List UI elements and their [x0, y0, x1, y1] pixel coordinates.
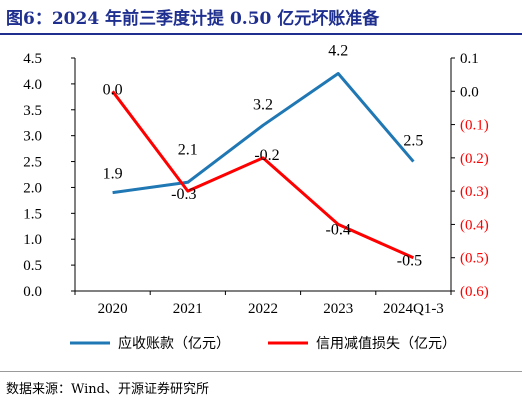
impairment-data-label: -0.4 [326, 221, 351, 238]
left-tick-label: 0.5 [23, 258, 42, 274]
left-tick-label: 3.0 [23, 129, 42, 145]
left-tick-label: 1.0 [23, 232, 42, 248]
left-tick-label: 4.0 [23, 77, 42, 93]
x-tick-label: 2020 [98, 301, 128, 317]
receivables-data-label: 4.2 [328, 43, 348, 60]
right-tick-label: (0.1) [460, 118, 489, 134]
x-tick-label: 2021 [173, 301, 203, 317]
impairment-data-label: -0.5 [397, 253, 422, 270]
source-note: 数据来源：Wind、开源证券研究所 [6, 382, 209, 397]
x-tick-label: 2023 [323, 301, 353, 317]
title-divider [0, 33, 522, 35]
right-tick-label: (0.2) [460, 151, 489, 167]
right-tick-label: (0.3) [460, 184, 489, 200]
left-tick-label: 2.0 [23, 180, 42, 196]
impairment-data-label: 0.0 [103, 81, 123, 98]
right-tick-label: 0.1 [460, 51, 479, 67]
right-tick-label: (0.6) [460, 284, 489, 300]
footer-divider [0, 371, 522, 372]
receivables-data-label: 1.9 [103, 166, 123, 183]
chart-title: 图6：2024 年前三季度计提 0.50 亿元坏账准备 [6, 9, 380, 29]
right-tick-label: (0.4) [460, 217, 489, 233]
data-labels: 1.9 2.1 3.2 4.2 2.5 0.0 -0.3 -0.2 -0.4 -0.5 [103, 43, 424, 270]
left-tick-label: 0.0 [23, 284, 42, 300]
receivables-data-label: 2.5 [403, 133, 423, 150]
receivables-data-label: 2.1 [178, 141, 198, 158]
x-tick-label: 2022 [248, 301, 278, 317]
right-axis: 0.1 0.0 (0.1) (0.2) (0.3) (0.4) (0.5) (0.6) [450, 51, 489, 300]
receivables-line [112, 72, 415, 195]
x-tick-label: 2024Q1-3 [383, 301, 444, 317]
left-tick-label: 2.5 [23, 155, 42, 171]
series-lines [111, 72, 415, 260]
impairment-line [111, 90, 415, 260]
x-axis: 2020 2021 2022 2023 2024Q1-3 [74, 290, 452, 317]
legend: 应收账款（亿元） 信用减值损失（亿元） [70, 335, 456, 352]
right-tick-label: (0.5) [460, 251, 489, 267]
legend-label-receivables: 应收账款（亿元） [118, 335, 230, 352]
impairment-data-label: -0.2 [254, 147, 279, 164]
left-tick-label: 4.5 [23, 51, 42, 67]
receivables-data-label: 3.2 [253, 96, 273, 113]
left-tick-label: 3.5 [23, 103, 42, 119]
legend-label-impairment: 信用减值损失（亿元） [316, 336, 456, 352]
chart-figure: 0.0 0.5 1.0 1.5 2.0 2.5 3.0 3.5 4.0 4.5 0.1 0.0 (0.… [23, 43, 489, 352]
right-tick-label: 0.0 [460, 84, 479, 100]
impairment-data-label: -0.3 [171, 186, 196, 203]
left-tick-label: 1.5 [23, 206, 42, 222]
left-axis: 0.0 0.5 1.0 1.5 2.0 2.5 3.0 3.5 4.0 4.5 [23, 51, 76, 300]
